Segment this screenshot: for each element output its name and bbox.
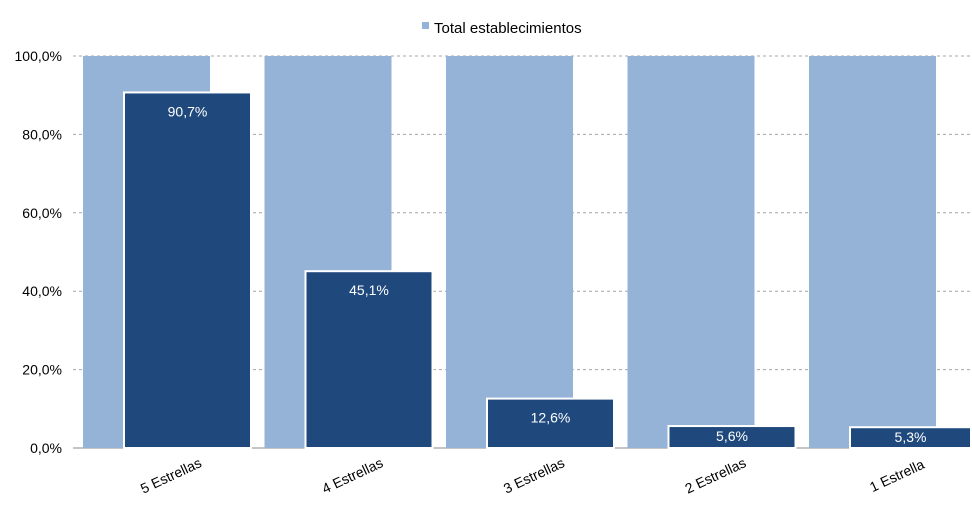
x-category-label: 5 Estrellas bbox=[138, 454, 204, 496]
bar-total-establecimientos bbox=[446, 56, 573, 448]
x-category-label: 4 Estrellas bbox=[319, 454, 385, 496]
bar-value bbox=[304, 270, 434, 450]
y-tick-label: 40,0% bbox=[22, 283, 62, 299]
data-label: 12,6% bbox=[531, 410, 571, 426]
legend-swatch-total-establecimientos bbox=[422, 22, 429, 29]
x-category-label: 2 Estrellas bbox=[682, 454, 748, 496]
y-tick-label: 0,0% bbox=[30, 440, 62, 456]
y-tick-label: 80,0% bbox=[22, 126, 62, 142]
bar-value bbox=[667, 425, 797, 450]
y-tick-label: 60,0% bbox=[22, 205, 62, 221]
x-category-label: 1 Estrella bbox=[867, 456, 927, 495]
y-tick-label: 100,0% bbox=[15, 48, 62, 64]
data-label: 45,1% bbox=[349, 282, 389, 298]
data-label: 5,3% bbox=[895, 429, 927, 445]
legend-label-total-establecimientos: Total establecimientos bbox=[434, 20, 582, 37]
bar-value bbox=[849, 426, 972, 449]
y-tick-label: 20,0% bbox=[22, 362, 62, 378]
data-label: 5,6% bbox=[716, 428, 748, 444]
bar-value bbox=[486, 397, 615, 449]
bar-value bbox=[123, 91, 252, 450]
bar-total-establecimientos bbox=[627, 56, 755, 448]
y-axis-ticks: 0,0% 20,0% 40,0% 60,0% 80,0% 100,0% bbox=[15, 48, 62, 456]
bars: 90,7% 45,1% 12,6% 5,6% 5,3% bbox=[83, 56, 972, 450]
x-axis-labels: 5 Estrellas 4 Estrellas 3 Estrellas 2 Estre… bbox=[138, 454, 927, 496]
data-label: 90,7% bbox=[168, 103, 208, 119]
legend: Total establecimientos bbox=[422, 20, 582, 37]
x-category-label: 3 Estrellas bbox=[501, 454, 567, 496]
bar-total-establecimientos bbox=[809, 56, 936, 448]
